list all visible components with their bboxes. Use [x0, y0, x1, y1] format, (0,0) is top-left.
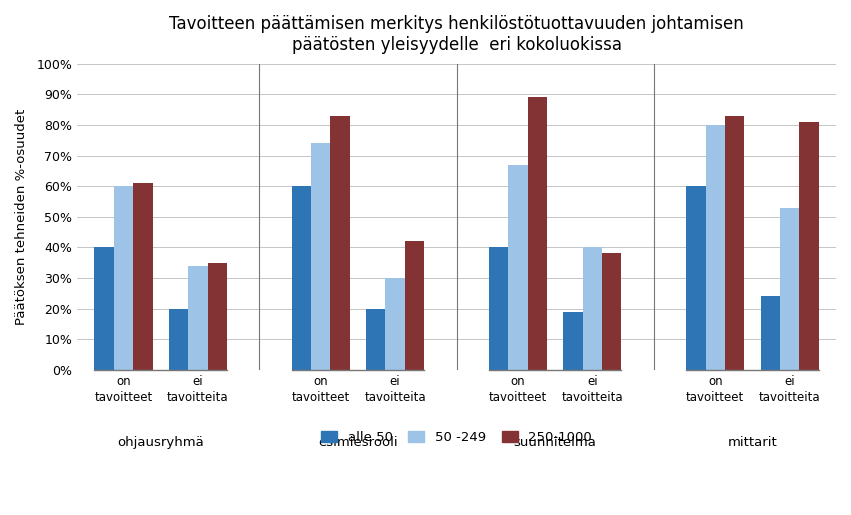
- Bar: [366, 308, 386, 370]
- Bar: [761, 296, 780, 370]
- Bar: [705, 125, 725, 370]
- Y-axis label: Päätöksen tehneiden %-osuudet: Päätöksen tehneiden %-osuudet: [15, 109, 28, 325]
- Bar: [330, 116, 350, 370]
- Bar: [114, 186, 133, 370]
- Legend: alle 50, 50 -249, 250-1000: alle 50, 50 -249, 250-1000: [316, 425, 597, 449]
- Bar: [686, 186, 705, 370]
- Bar: [583, 247, 602, 370]
- Bar: [602, 253, 621, 370]
- Bar: [292, 186, 311, 370]
- Bar: [188, 266, 208, 370]
- Bar: [563, 312, 583, 370]
- Bar: [208, 263, 227, 370]
- Bar: [133, 183, 152, 370]
- Bar: [780, 208, 799, 370]
- Text: esimiesrooli: esimiesrooli: [318, 437, 397, 450]
- Bar: [168, 308, 188, 370]
- Bar: [488, 247, 508, 370]
- Text: mittarit: mittarit: [728, 437, 777, 450]
- Text: suunnitelma: suunnitelma: [514, 437, 597, 450]
- Title: Tavoitteen päättämisen merkitys henkilöstötuottavuuden johtamisen
päätösten ylei: Tavoitteen päättämisen merkitys henkilös…: [169, 15, 744, 54]
- Text: ohjausryhmä: ohjausryhmä: [117, 437, 204, 450]
- Bar: [528, 97, 547, 370]
- Bar: [94, 247, 114, 370]
- Bar: [405, 241, 424, 370]
- Bar: [386, 278, 405, 370]
- Bar: [311, 143, 330, 370]
- Bar: [799, 122, 819, 370]
- Bar: [725, 116, 745, 370]
- Bar: [508, 165, 528, 370]
